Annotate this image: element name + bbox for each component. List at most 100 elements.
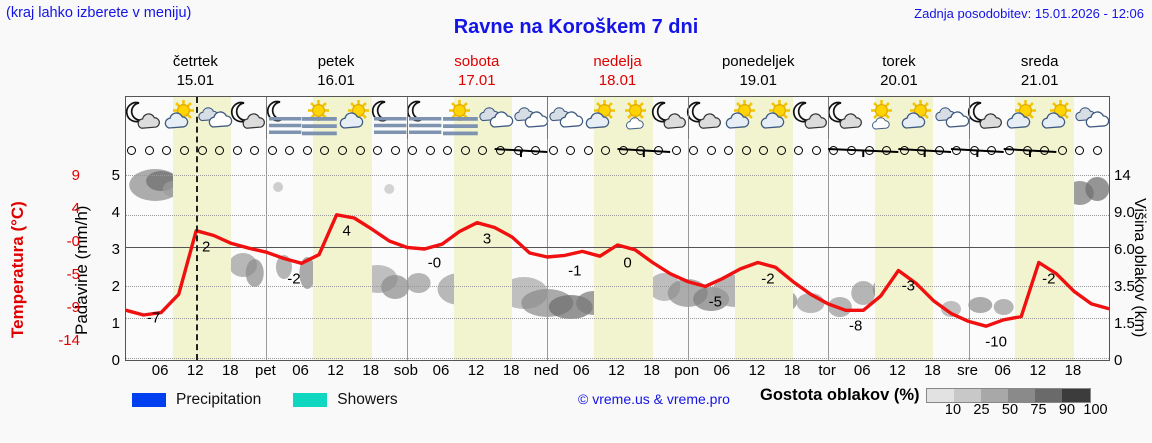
day-name: sreda <box>1020 53 1059 70</box>
cloud-icon <box>195 99 233 137</box>
cloud-icon <box>932 99 970 137</box>
forecast-plot[interactable]: -72-24-03-10-5-2-8-3-10-2-8 <box>125 96 1110 361</box>
gridline--9 <box>126 318 1109 320</box>
icon-separator-6 <box>968 97 970 139</box>
prec-ticks-4: 1 <box>111 315 120 332</box>
x-tick-19: tor <box>818 362 836 379</box>
sun-cloud-icon <box>1002 99 1040 137</box>
weather-icon-strip <box>126 97 1109 139</box>
day-separator-2 <box>406 97 408 360</box>
day-date: 18.01 <box>598 72 637 89</box>
cloud-density-step-3 <box>1008 389 1036 402</box>
wind-barb <box>794 146 804 155</box>
x-tick-15: pon <box>674 362 700 379</box>
cloud-ticks-0: 14 <box>1114 167 1131 184</box>
wind-barb <box>267 146 277 155</box>
wind-barb <box>425 146 435 155</box>
x-tick-14: 18 <box>643 362 660 379</box>
wind-barb <box>215 146 225 155</box>
day-name: ponedeljek <box>721 53 795 70</box>
day-date: 17.01 <box>458 72 496 89</box>
cloud-ticks-1: 9.0 <box>1114 204 1135 221</box>
temp-label-13: -2 <box>1042 270 1056 288</box>
x-tick-25: 12 <box>1029 362 1047 379</box>
prec-ticks-3: 2 <box>111 278 120 295</box>
wind-barb <box>408 146 418 155</box>
moon-cloud-icon <box>827 99 865 137</box>
wind-barb <box>250 146 260 155</box>
wind-barb <box>829 146 839 155</box>
cloud-height-axis-title: Višina oblakov (km) <box>1131 198 1148 338</box>
x-tick-12: 06 <box>573 362 590 379</box>
wind-barb <box>373 146 383 155</box>
x-tick-6: 18 <box>362 362 380 379</box>
wind-barb <box>1092 146 1102 155</box>
cloud-ticks-2: 6.0 <box>1114 241 1135 258</box>
day-name: petek <box>317 53 355 70</box>
day-separator-4 <box>687 97 689 360</box>
cloud-blob <box>406 273 431 293</box>
prec-ticks-2: 3 <box>111 241 120 258</box>
temp-label-1: 2 <box>202 238 211 256</box>
temp-ticks-3: -5 <box>66 266 80 283</box>
x-tick-16: 06 <box>713 362 731 379</box>
x-tick-3: pet <box>254 362 276 379</box>
x-tick-11: ned <box>533 362 559 379</box>
day-separator-3 <box>547 97 549 360</box>
wind-barb <box>320 146 330 155</box>
cloud-density-tick-3: 75 <box>1030 402 1047 418</box>
x-axis-ticks: 06 12 18 pet 06 12 18 sob 06 12 18 ned 06 12 18 pon 06 12… <box>125 362 1110 384</box>
x-tick-9: 12 <box>467 362 485 379</box>
cloud-blob <box>245 259 264 287</box>
wind-barb <box>144 146 154 155</box>
sun-cloud-icon <box>897 99 935 137</box>
sun-cloud-icon <box>756 99 794 137</box>
x-tick-0: 06 <box>151 362 169 379</box>
cloud-density-legend: Gostota oblakov (%) <box>760 386 1091 405</box>
cloud-ticks-5: 0 <box>1114 352 1123 369</box>
x-tick-17: 12 <box>748 362 766 379</box>
cloud-density-tick-5: 100 <box>1083 402 1108 418</box>
gridline-0 <box>126 246 1109 248</box>
copyright-link[interactable]: © vreme.us & vreme.pro <box>578 391 730 407</box>
temp-label-8: -5 <box>708 293 722 311</box>
prec-ticks-5: 0 <box>111 352 120 369</box>
day-name: torek <box>882 53 916 70</box>
day-header-2: petek 16.01 <box>266 52 407 92</box>
moon-cloud-icon <box>126 99 163 137</box>
temp-label-10: -8 <box>849 317 863 335</box>
day-header-1: četrtek 15.01 <box>125 52 266 92</box>
sun-fog-icon <box>441 99 479 137</box>
wind-barb <box>232 146 242 155</box>
x-tick-8: 06 <box>432 362 450 379</box>
cloud-density-tick-0: 10 <box>944 402 962 418</box>
moon-cloud-icon <box>967 99 1005 137</box>
sun-cloud-icon <box>721 99 759 137</box>
temperature-axis-title: Temperatura (°C) <box>8 201 27 339</box>
gridline--14 <box>126 358 1109 359</box>
daytime-band-6 <box>874 97 934 360</box>
cloud-density-tick-2: 50 <box>1001 402 1019 418</box>
wind-barb <box>671 146 681 155</box>
sun-cloud-icon <box>1037 99 1075 137</box>
cloud-density-step-4 <box>1035 389 1063 402</box>
sun-cloud-icon <box>581 99 619 137</box>
daytime-band-5 <box>734 97 794 360</box>
gridline-4 <box>126 214 1109 216</box>
wind-barb <box>1075 146 1085 155</box>
showers-legend-label: Showers <box>337 391 398 408</box>
icon-separator-4 <box>687 97 689 139</box>
daytime-band-2 <box>313 97 372 360</box>
wind-barb <box>706 146 716 155</box>
precipitation-legend-label: Precipitation <box>176 391 262 408</box>
temp-label-4: -0 <box>427 254 442 272</box>
moon-cloud-icon <box>651 99 689 137</box>
day-name: nedelja <box>593 53 642 70</box>
x-tick-7: sob <box>393 362 418 379</box>
x-tick-22: 18 <box>924 362 941 379</box>
daytime-band-7 <box>1015 97 1074 360</box>
day-name: četrtek <box>172 53 218 70</box>
temp-label-9: -2 <box>761 270 775 288</box>
icon-separator-1 <box>266 97 268 139</box>
wind-shafts <box>494 148 1057 157</box>
